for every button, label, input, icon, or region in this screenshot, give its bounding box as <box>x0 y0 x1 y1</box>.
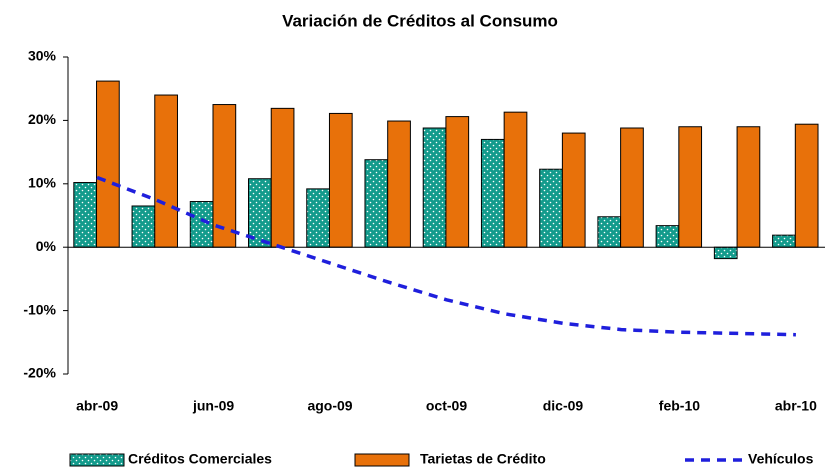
y-tick-label: 0% <box>36 238 57 254</box>
bar <box>306 188 330 248</box>
legend-label: Tarietas de Crédito <box>420 451 546 467</box>
x-tick-label: jun-09 <box>192 398 234 414</box>
y-tick-label: 10% <box>28 175 57 191</box>
bar <box>387 120 411 248</box>
y-tick-label: -10% <box>23 301 56 317</box>
bar <box>539 168 563 248</box>
y-tick-label: -20% <box>23 365 56 381</box>
legend-swatch <box>69 453 125 467</box>
bar <box>422 127 447 248</box>
bar <box>189 201 214 248</box>
bar <box>620 127 644 248</box>
y-tick-label: 30% <box>28 48 57 64</box>
x-tick-label: ago-09 <box>307 398 352 414</box>
x-tick-label: dic-09 <box>543 398 584 414</box>
bar <box>655 225 680 248</box>
bar <box>597 216 622 248</box>
bar <box>794 123 819 248</box>
bar <box>480 138 505 248</box>
bar <box>561 132 586 248</box>
legend-label: Vehículos <box>748 451 814 467</box>
line <box>96 175 796 337</box>
bar <box>678 126 703 248</box>
bar <box>154 94 178 248</box>
bar <box>713 246 738 260</box>
y-tick-label: 20% <box>28 111 57 127</box>
legend-label: Créditos Comerciales <box>128 451 272 467</box>
bar <box>328 112 353 248</box>
bar <box>364 159 389 248</box>
x-tick-label: abr-09 <box>76 398 118 414</box>
bar <box>96 80 120 248</box>
legend-swatch <box>354 453 410 467</box>
bar <box>131 205 156 248</box>
bar <box>772 234 796 248</box>
bar <box>270 107 295 248</box>
chart-title: Variación de Créditos al Consumo <box>282 11 558 30</box>
x-tick-label: oct-09 <box>426 398 467 414</box>
bar <box>445 116 470 248</box>
bar <box>73 182 98 248</box>
bar <box>736 126 761 248</box>
bar <box>503 111 528 248</box>
x-tick-label: abr-10 <box>775 398 817 414</box>
x-tick-label: feb-10 <box>659 398 700 414</box>
